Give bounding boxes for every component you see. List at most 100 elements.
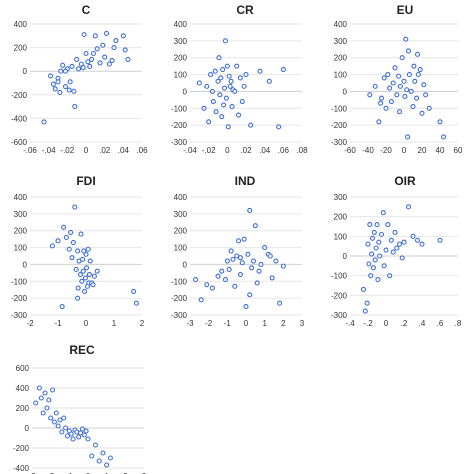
scatter-point	[269, 275, 275, 281]
x-tick-label: .08	[296, 146, 308, 155]
scatter-point	[262, 245, 268, 251]
scatter-point	[421, 82, 427, 88]
y-tick-label: 200	[334, 213, 348, 222]
scatter-point	[75, 66, 82, 72]
x-tick-label: -.02	[202, 146, 216, 155]
scatter-point	[66, 246, 72, 252]
scatter-point	[219, 268, 225, 274]
scatter-point	[414, 51, 421, 57]
scatter-point	[77, 430, 84, 436]
x-tick-label: -.04	[183, 146, 197, 155]
scatter-point	[229, 104, 235, 110]
scatter-point	[55, 79, 61, 85]
scatter-point	[61, 415, 67, 421]
scatter-point	[102, 54, 108, 60]
panel-cr: CR -300 -200 -100 0 100 200 300 400 -.04 -.02 0 .02…	[171, 3, 308, 155]
scatter-point	[252, 223, 258, 229]
scatter-point	[374, 221, 380, 228]
scatter-point	[396, 241, 403, 247]
scatter-point	[232, 283, 238, 289]
scatter-point	[46, 397, 52, 403]
scatter-point	[57, 89, 63, 95]
scatter-point	[383, 247, 389, 253]
x-tick-label: 60	[454, 146, 463, 155]
scatter-point	[84, 265, 90, 271]
scatter-point	[94, 46, 100, 52]
scatter-point	[85, 59, 91, 65]
scatter-point	[49, 387, 56, 393]
x-tick-label: 40	[436, 146, 445, 155]
x-tick-label: -.04	[42, 146, 56, 155]
y-tick-label: 400	[16, 384, 30, 393]
scatter-point	[419, 110, 425, 116]
x-tick-label: -2	[26, 319, 34, 328]
scatter-point	[66, 87, 72, 93]
scatter-point	[48, 415, 54, 421]
scatter-point	[216, 55, 222, 61]
scatter-point	[371, 229, 377, 235]
x-tick-label: 3	[300, 319, 305, 328]
y-tick-label: 300	[174, 210, 188, 219]
y-tick-label: -200	[13, 444, 30, 453]
scatter-point	[412, 78, 418, 84]
scatter-point	[75, 285, 81, 291]
scatter-point	[133, 300, 139, 306]
panel-ind: IND -300 -200 -100 0 100 200 300 400 -3 -2 -1 0 1 2 3	[171, 174, 305, 328]
scatter-point	[404, 87, 410, 93]
scatter-point	[376, 119, 382, 125]
scatter-point	[122, 47, 128, 53]
scatter-point	[85, 246, 91, 252]
panel-title-fdi: FDI	[76, 174, 95, 188]
scatter-point	[360, 286, 367, 292]
scatter-point	[370, 265, 376, 271]
x-tick-label: 0	[402, 146, 407, 155]
scatter-point	[86, 271, 92, 278]
plot-area-oir: -300 -200 -100 0 100 200 300 -.4 -.2 0 .2 .4 .6 .8	[331, 193, 462, 328]
scatter-point	[369, 235, 376, 241]
y-tick-label: 0	[343, 252, 348, 261]
scatter-point	[437, 119, 443, 125]
y-tick-label: -200	[331, 291, 348, 300]
scatter-point	[97, 60, 103, 66]
y-tick-label: 0	[343, 87, 348, 96]
scatter-point	[91, 273, 97, 279]
panel-title-ind: IND	[235, 174, 256, 188]
y-tick-label: 100	[174, 71, 188, 80]
y-tick-label: 200	[334, 54, 348, 63]
scatter-point	[81, 248, 87, 254]
scatter-point	[213, 109, 219, 115]
y-tick-label: -200	[171, 294, 188, 303]
y-tick-label: -300	[171, 311, 188, 320]
scatter-point	[68, 229, 74, 235]
scatter-point	[228, 248, 234, 254]
scatter-point	[383, 105, 389, 111]
scatter-point	[60, 62, 66, 68]
y-tick-label: 200	[174, 54, 188, 63]
x-tick-label: .02	[99, 146, 111, 155]
scatter-point	[61, 224, 67, 230]
x-tick-label: -40	[362, 146, 374, 155]
scatter-point	[419, 241, 425, 247]
scatter-point	[106, 61, 112, 67]
scatter-point	[59, 429, 65, 435]
y-tick-label: 300	[334, 193, 348, 202]
x-tick-label: 3	[142, 472, 147, 474]
scatter-point	[63, 234, 69, 241]
scatter-point	[104, 462, 110, 468]
y-tick-label: 200	[174, 227, 188, 236]
scatter-point	[70, 436, 76, 442]
scatter-point	[401, 78, 407, 84]
panel-c: C -600 -400 -200 0 200 400 -.06 -.04 -.02 0 .02 .04…	[11, 3, 148, 155]
scatter-point	[49, 243, 55, 249]
panel-title-rec: REC	[69, 343, 95, 357]
scatter-point	[58, 68, 64, 74]
scatter-point	[96, 458, 102, 464]
y-tick-label: 0	[183, 260, 188, 269]
scatter-point	[232, 88, 238, 94]
scatter-point	[396, 73, 402, 79]
scatter-point	[206, 119, 212, 125]
plot-area-ind: -300 -200 -100 0 100 200 300 400 -3 -2 -1 0 1 2 3	[171, 193, 305, 328]
scatter-point	[92, 442, 99, 448]
panel-title-oir: OIR	[394, 174, 416, 188]
x-tick-label: 0	[86, 472, 91, 474]
